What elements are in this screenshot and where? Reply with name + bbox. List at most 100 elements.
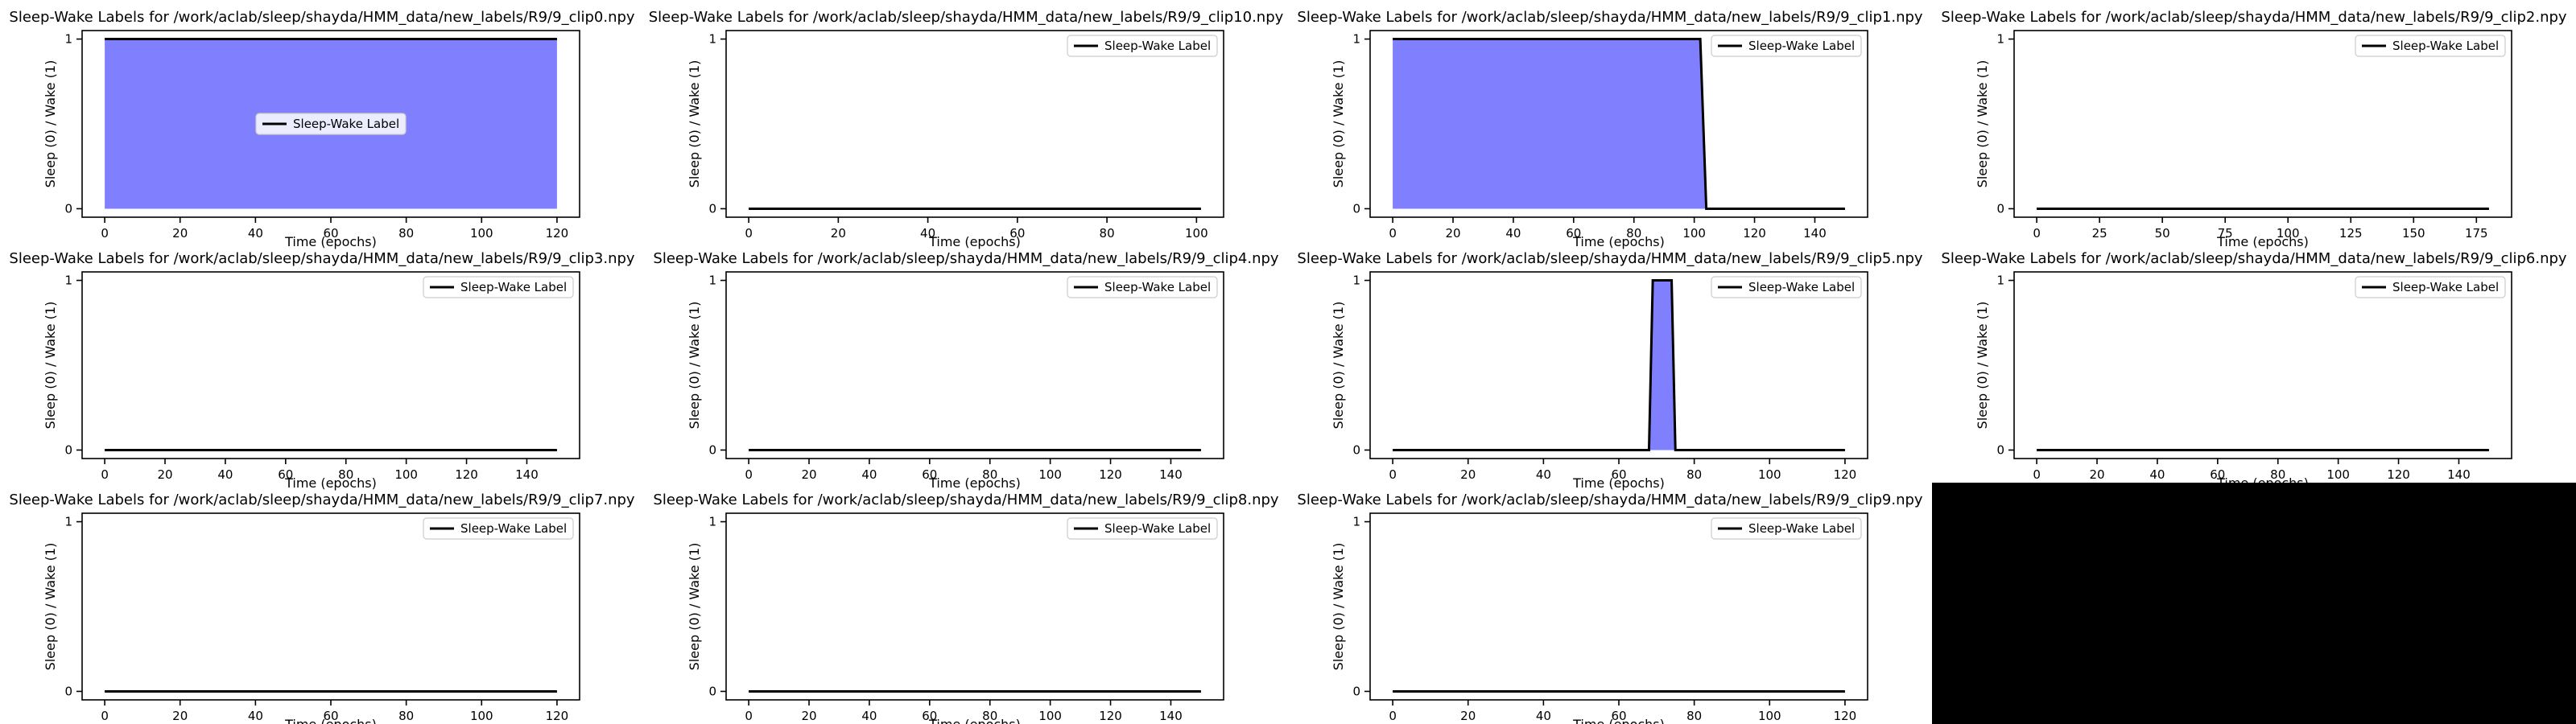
x-axis-label: Time (epochs) [1572, 717, 1665, 724]
subplot-title: Sleep-Wake Labels for /work/aclab/sleep/… [1297, 492, 1922, 508]
x-tick-label: 120 [1099, 467, 1122, 482]
y-tick-label: 1 [708, 515, 716, 529]
legend-label: Sleep-Wake Label [1104, 280, 1211, 294]
x-tick-label: 80 [982, 709, 997, 723]
subplot: Sleep-Wake Labels for /work/aclab/sleep/… [1297, 250, 1922, 491]
x-tick-label: 60 [922, 467, 937, 482]
x-tick-label: 125 [2339, 226, 2363, 241]
y-tick-label: 0 [1352, 201, 1360, 216]
x-tick-label: 175 [2465, 226, 2488, 241]
legend-label: Sleep-Wake Label [1104, 39, 1211, 53]
y-tick-label: 0 [708, 684, 716, 698]
x-tick-label: 20 [1460, 709, 1476, 723]
x-tick-label: 40 [861, 467, 877, 482]
x-tick-label: 60 [922, 709, 937, 723]
y-tick-label: 1 [1352, 32, 1360, 47]
x-tick-label: 120 [1099, 709, 1122, 723]
subplot-title: Sleep-Wake Labels for /work/aclab/sleep/… [649, 9, 1284, 26]
x-tick-label: 0 [1389, 467, 1397, 482]
y-axis-label: Sleep (0) / Wake (1) [43, 543, 58, 671]
subplot: Sleep-Wake Labels for /work/aclab/sleep/… [653, 250, 1278, 491]
wake-fill-area [1393, 39, 1845, 209]
subplot: Sleep-Wake Labels for /work/aclab/sleep/… [9, 250, 634, 491]
x-tick-label: 60 [1566, 226, 1581, 241]
x-tick-label: 140 [1159, 709, 1183, 723]
y-axis-label: Sleep (0) / Wake (1) [1331, 60, 1346, 188]
x-tick-label: 100 [1682, 226, 1706, 241]
y-tick-label: 0 [64, 684, 72, 698]
x-tick-label: 100 [1185, 226, 1208, 241]
subplot-title: Sleep-Wake Labels for /work/aclab/sleep/… [653, 250, 1278, 267]
x-tick-label: 20 [157, 467, 172, 482]
x-tick-label: 100 [2277, 226, 2300, 241]
x-tick-label: 40 [1536, 467, 1551, 482]
x-tick-label: 140 [1159, 467, 1183, 482]
axes-frame [725, 30, 1224, 218]
axes-frame [2013, 271, 2512, 459]
x-tick-label: 40 [248, 226, 263, 241]
subplot-title: Sleep-Wake Labels for /work/aclab/sleep/… [1941, 9, 2566, 26]
legend: Sleep-Wake Label [2355, 35, 2506, 57]
y-axis-label: Sleep (0) / Wake (1) [43, 302, 58, 430]
legend: Sleep-Wake Label [1067, 35, 1218, 57]
x-tick-label: 140 [2447, 467, 2471, 482]
x-tick-label: 120 [546, 709, 569, 723]
legend-label: Sleep-Wake Label [1748, 280, 1855, 294]
legend-box [1711, 35, 1862, 57]
x-tick-label: 25 [2092, 226, 2107, 241]
legend-box [1711, 517, 1862, 540]
legend-box [255, 113, 407, 135]
x-tick-label: 140 [1803, 226, 1827, 241]
axes-frame [725, 512, 1224, 701]
x-tick-label: 60 [2210, 467, 2225, 482]
x-tick-label: 40 [217, 467, 233, 482]
x-axis-label: Time (epochs) [928, 475, 1021, 491]
x-tick-label: 50 [2155, 226, 2170, 241]
x-tick-label: 0 [745, 709, 753, 723]
y-tick-label: 0 [1352, 442, 1360, 457]
legend: Sleep-Wake Label [255, 113, 407, 135]
axes-frame [1369, 30, 1868, 218]
x-tick-label: 40 [920, 226, 935, 241]
y-axis-label: Sleep (0) / Wake (1) [687, 302, 702, 430]
x-axis-label: Time (epochs) [284, 234, 377, 249]
x-tick-label: 20 [172, 226, 188, 241]
x-tick-label: 60 [323, 709, 338, 723]
legend-box [423, 276, 574, 298]
x-tick-label: 80 [1626, 226, 1641, 241]
empty-subplot-cell [1932, 483, 2576, 724]
x-tick-label: 80 [1686, 467, 1702, 482]
x-axis-label: Time (epochs) [284, 475, 377, 491]
x-tick-label: 20 [172, 709, 188, 723]
legend: Sleep-Wake Label [423, 276, 574, 298]
subplot-title: Sleep-Wake Labels for /work/aclab/sleep/… [1297, 9, 1922, 26]
y-tick-label: 0 [1352, 684, 1360, 698]
x-tick-label: 120 [1834, 709, 1857, 723]
y-tick-label: 0 [64, 442, 72, 457]
legend-box [1067, 35, 1218, 57]
wake-fill-area [1393, 280, 1845, 450]
axes-frame [1369, 512, 1868, 701]
x-tick-label: 80 [1686, 709, 1702, 723]
subplot-title: Sleep-Wake Labels for /work/aclab/sleep/… [9, 250, 634, 267]
series-line [1393, 279, 1845, 451]
legend-label: Sleep-Wake Label [1748, 39, 1855, 53]
y-axis-label: Sleep (0) / Wake (1) [1975, 60, 1990, 188]
x-tick-label: 80 [982, 467, 997, 482]
axes-frame [81, 271, 580, 459]
legend: Sleep-Wake Label [423, 517, 574, 540]
y-tick-label: 1 [708, 274, 716, 288]
x-tick-label: 80 [398, 709, 414, 723]
x-axis-label: Time (epochs) [928, 717, 1021, 724]
x-tick-label: 100 [2326, 467, 2350, 482]
y-axis-label: Sleep (0) / Wake (1) [1331, 543, 1346, 671]
x-tick-label: 0 [101, 709, 109, 723]
x-tick-label: 100 [470, 226, 493, 241]
y-tick-label: 1 [64, 274, 72, 288]
y-tick-label: 1 [1352, 515, 1360, 529]
legend: Sleep-Wake Label [2355, 276, 2506, 298]
y-tick-label: 1 [708, 32, 716, 47]
x-tick-label: 40 [2149, 467, 2165, 482]
legend-label: Sleep-Wake Label [460, 521, 567, 536]
